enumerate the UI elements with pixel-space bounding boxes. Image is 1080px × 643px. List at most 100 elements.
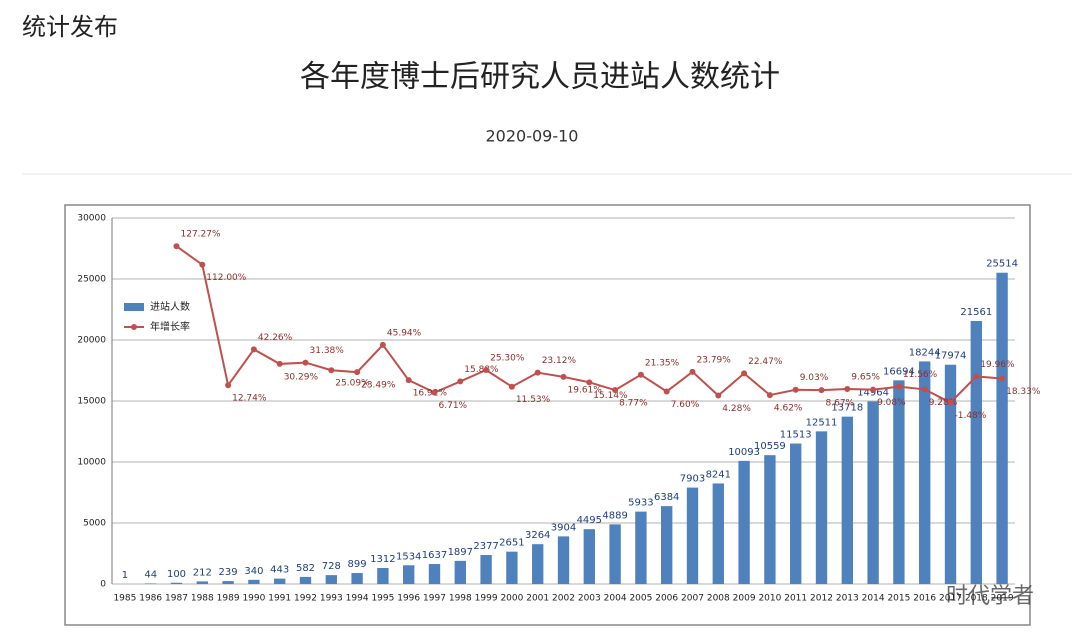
- line-point: [870, 386, 877, 393]
- date: 2020-09-10: [486, 127, 579, 146]
- line-value-label: 4.28%: [722, 404, 751, 414]
- bar-value-label: 10559: [754, 441, 786, 452]
- watermark: 时代学者: [946, 584, 1034, 609]
- legend-label: 进站人数: [150, 300, 190, 313]
- bar-value-label: 21561: [960, 307, 992, 318]
- line-value-label: 25.09%: [335, 379, 370, 389]
- section-title: 统计发布: [22, 13, 118, 41]
- legend-swatch: [131, 324, 137, 330]
- bar: [583, 529, 595, 584]
- x-tick-label: 2008: [707, 594, 730, 604]
- x-tick-label: 2018: [965, 594, 988, 604]
- x-tick-label: 1994: [346, 594, 369, 604]
- bar: [790, 443, 802, 584]
- bar-value-label: 2651: [499, 538, 524, 549]
- line-value-label: 23.79%: [697, 355, 732, 365]
- line-value-label: 25.30%: [490, 353, 525, 363]
- x-tick-label: 2016: [913, 594, 936, 604]
- line-point: [586, 379, 593, 386]
- line-point: [250, 346, 257, 353]
- bar-value-label: 6384: [654, 492, 679, 503]
- line-value-label: 9.03%: [800, 373, 829, 383]
- bar-value-label: 25514: [986, 259, 1018, 270]
- line-value-label: 16.92%: [413, 389, 448, 399]
- line-point: [276, 360, 283, 367]
- x-tick-label: 1996: [397, 594, 420, 604]
- x-tick-label: 2009: [733, 594, 756, 604]
- bar-value-label: 16694: [883, 366, 915, 377]
- x-tick-label: 1999: [475, 594, 498, 604]
- bar: [222, 581, 234, 584]
- line-value-label: 9.65%: [851, 372, 880, 382]
- line-point: [405, 377, 412, 384]
- bar: [532, 544, 544, 584]
- bar: [841, 416, 853, 584]
- y-tick-label: 25000: [77, 275, 106, 285]
- bar-value-label: 582: [296, 563, 315, 574]
- y-tick-label: 0: [100, 580, 106, 590]
- line-value-label: 6.71%: [439, 401, 468, 411]
- line-point: [173, 243, 180, 250]
- x-tick-label: 2000: [500, 594, 523, 604]
- line-point: [818, 387, 825, 394]
- bar: [377, 567, 389, 584]
- line-point: [328, 367, 335, 374]
- line-value-label: 12.74%: [232, 394, 267, 404]
- bar: [738, 460, 750, 584]
- line-value-label: 22.47%: [748, 357, 783, 367]
- x-tick-label: 1997: [423, 594, 446, 604]
- line-point: [999, 375, 1006, 382]
- x-tick-label: 2014: [862, 594, 885, 604]
- bar-value-label: 728: [322, 561, 341, 572]
- bar: [325, 575, 337, 584]
- bar: [661, 506, 673, 584]
- line-value-label: 8.77%: [619, 399, 648, 409]
- y-tick-label: 5000: [83, 519, 106, 529]
- x-tick-label: 1991: [268, 594, 291, 604]
- line-value-label: 11.56%: [903, 370, 938, 380]
- line-value-label: 15.14%: [593, 391, 628, 401]
- x-tick-label: 2001: [526, 594, 549, 604]
- legend-swatch: [124, 303, 144, 311]
- bar: [248, 579, 260, 584]
- line-point: [302, 359, 309, 366]
- bar-value-label: 4889: [602, 510, 627, 521]
- x-tick-label: 1993: [320, 594, 343, 604]
- line-point: [534, 369, 541, 376]
- x-tick-label: 1995: [371, 594, 394, 604]
- line-value-label: 18.33%: [1006, 387, 1041, 397]
- line-value-label: 42.26%: [258, 333, 293, 343]
- line-point: [637, 371, 644, 378]
- x-tick-label: 2015: [887, 594, 910, 604]
- x-tick-label: 2005: [629, 594, 652, 604]
- bar: [351, 573, 363, 584]
- line-value-label: 4.62%: [774, 404, 803, 414]
- line-point: [741, 370, 748, 377]
- bar-value-label: 10093: [728, 447, 760, 458]
- line-value-label: 19.96%: [980, 360, 1015, 370]
- x-tick-label: 2002: [552, 594, 575, 604]
- line-value-label: 21.35%: [645, 358, 680, 368]
- y-tick-label: 30000: [77, 214, 106, 224]
- line-point: [895, 383, 902, 390]
- bar-value-label: 3264: [525, 530, 550, 541]
- chart-frame: [64, 204, 1031, 626]
- x-tick-label: 2019: [991, 594, 1014, 604]
- line-point: [766, 392, 773, 399]
- line-value-label: 19.61%: [568, 385, 603, 395]
- line-value-label: 31.38%: [310, 346, 345, 356]
- bar-value-label: 7903: [680, 474, 705, 485]
- line-point: [457, 378, 464, 385]
- line-point: [354, 369, 361, 376]
- bar-value-label: 1: [122, 570, 128, 581]
- line-value-label: 112.00%: [206, 273, 246, 283]
- line-value-label: -1.48%: [955, 411, 987, 421]
- line-point: [560, 373, 567, 380]
- x-tick-label: 2012: [810, 594, 833, 604]
- bar: [712, 483, 724, 584]
- line-point: [199, 261, 206, 268]
- line-value-label: 8.67%: [826, 399, 855, 409]
- y-tick-label: 15000: [77, 397, 106, 407]
- bar: [506, 551, 518, 584]
- x-tick-label: 2011: [784, 594, 807, 604]
